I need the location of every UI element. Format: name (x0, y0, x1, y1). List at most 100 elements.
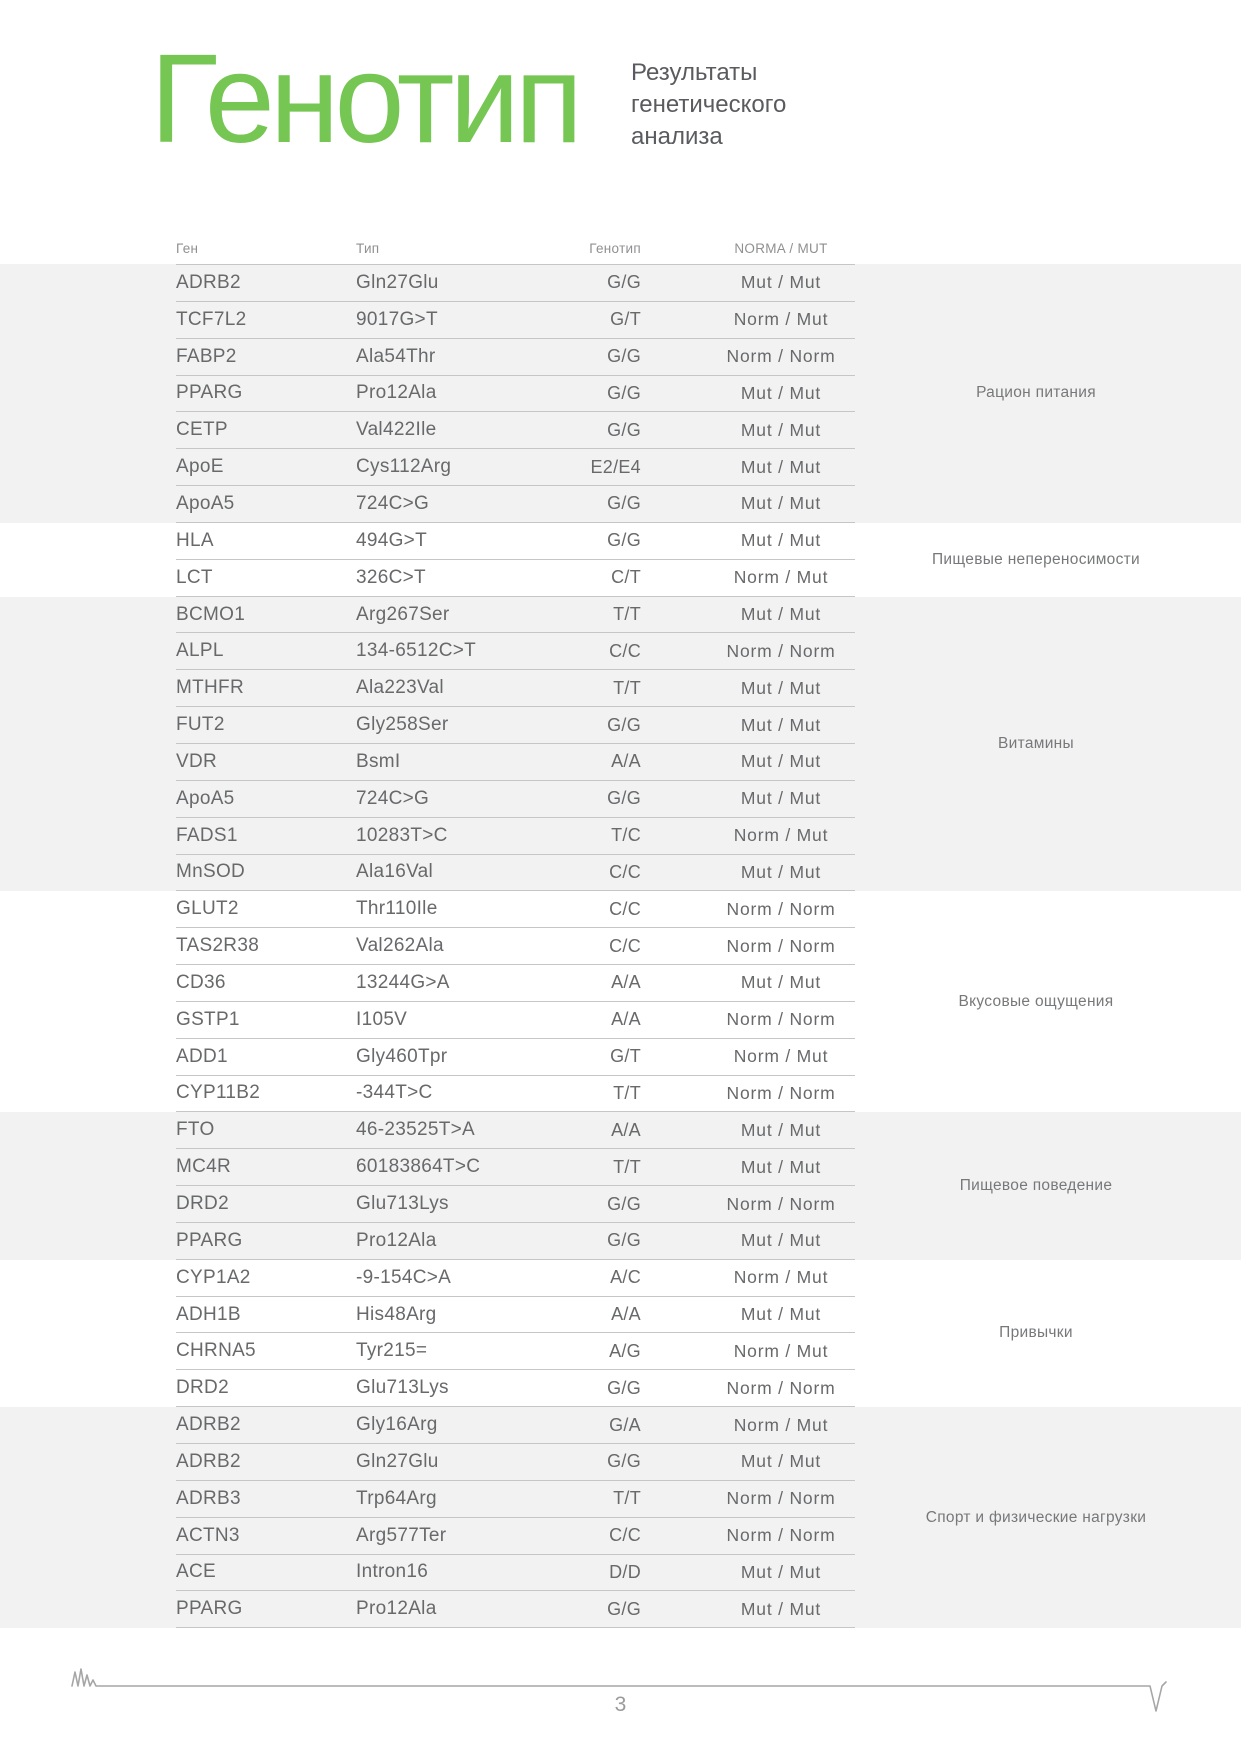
report-subtitle-line: Результаты (631, 59, 758, 86)
variant-type: His48Arg (356, 1303, 437, 1325)
table-row: DRD2 Glu713Lys G/G Norm / Norm (176, 1370, 855, 1408)
gene-name: ADD1 (176, 1045, 228, 1067)
variant-type: Gly460Tpr (356, 1045, 448, 1067)
norma-mut-value: Norm / Mut (733, 567, 829, 588)
norma-mut-value: Norm / Norm (726, 935, 836, 956)
norma-mut-value: Norm / Norm (726, 898, 836, 919)
table-row: GLUT2 Thr110Ile C/C Norm / Norm (176, 891, 855, 929)
genotype-value: G/G (607, 1451, 641, 1472)
gene-name: BCMO1 (176, 603, 246, 625)
category-label: Пищевые непереносимости (931, 550, 1141, 568)
table-row: PPARG Pro12Ala G/G Mut / Mut (176, 1591, 855, 1629)
gene-name: FADS1 (176, 824, 238, 846)
genotype-value: C/C (609, 1525, 641, 1546)
norma-mut-value: Mut / Mut (740, 382, 822, 403)
gene-name: FTO (176, 1119, 215, 1141)
report-subtitle: Результаты генетического анализа (631, 57, 786, 153)
table-row: ALPL 134-6512C>T C/C Norm / Norm (176, 633, 855, 671)
genotype-value: T/C (611, 825, 641, 846)
gene-name: CYP1A2 (176, 1266, 251, 1288)
column-header-norma-mut: NORMA / MUT (734, 241, 828, 256)
gene-name: ACE (176, 1561, 216, 1583)
gene-name: ADRB2 (176, 1414, 241, 1436)
group-rows: ADRB2 Gln27Glu G/G Mut / Mut TCF7L2 9017G>T G/… (176, 264, 855, 523)
genotype-value: G/G (607, 714, 641, 735)
variant-type: I105V (356, 1008, 408, 1030)
norma-mut-value: Mut / Mut (740, 677, 822, 698)
table-row: ApoE Cys112Arg E2/E4 Mut / Mut (176, 449, 855, 487)
gene-category-group: GLUT2 Thr110Ile C/C Norm / Norm TAS2R38 Val26… (0, 891, 1241, 1113)
gene-name: FUT2 (176, 714, 225, 736)
gene-name: ApoE (176, 456, 224, 478)
category-label: Рацион питания (976, 384, 1096, 402)
variant-type: Gly258Ser (356, 714, 449, 736)
table-row: ApoA5 724C>G G/G Mut / Mut (176, 781, 855, 818)
variant-type: Arg267Ser (356, 603, 450, 625)
gene-name: ACTN3 (176, 1524, 240, 1546)
genotype-value: A/A (611, 1009, 641, 1030)
gene-name: ADRB3 (176, 1487, 241, 1509)
norma-mut-value: Mut / Mut (740, 530, 822, 551)
norma-mut-value: Norm / Norm (726, 1525, 836, 1546)
variant-type: BsmI (356, 750, 401, 772)
norma-mut-value: Norm / Norm (726, 640, 836, 661)
gene-name: MTHFR (176, 677, 244, 699)
group-rows: FTO 46-23525T>A A/A Mut / Mut MC4R 60183864T>… (176, 1112, 855, 1260)
category-label: Витамины (998, 734, 1074, 752)
table-row: FUT2 Gly258Ser G/G Mut / Mut (176, 707, 855, 744)
norma-mut-value: Norm / Norm (726, 1082, 836, 1103)
norma-mut-value: Mut / Mut (740, 419, 822, 440)
variant-type: Cys112Arg (356, 456, 452, 478)
norma-mut-value: Mut / Mut (740, 751, 822, 772)
table-row: ADRB2 Gly16Arg G/A Norm / Mut (176, 1407, 855, 1444)
variant-type: Ala223Val (356, 677, 444, 699)
variant-type: Gln27Glu (356, 1450, 439, 1472)
variant-type: Arg577Ter (356, 1524, 447, 1546)
variant-type: 494G>T (356, 529, 427, 551)
genotype-value: G/G (607, 1598, 641, 1619)
gene-name: CYP11B2 (176, 1082, 261, 1104)
genotype-value: C/T (611, 567, 641, 588)
table-row: CHRNA5 Tyr215= A/G Norm / Mut (176, 1333, 855, 1371)
variant-type: Val422Ile (356, 419, 437, 441)
table-row: ApoA5 724C>G G/G Mut / Mut (176, 486, 855, 523)
table-row: ACE Intron16 D/D Mut / Mut (176, 1555, 855, 1592)
norma-mut-value: Norm / Mut (733, 1046, 829, 1067)
norma-mut-value: Mut / Mut (740, 604, 822, 625)
table-row: PPARG Pro12Ala G/G Mut / Mut (176, 376, 855, 413)
group-rows: GLUT2 Thr110Ile C/C Norm / Norm TAS2R38 Val26… (176, 891, 855, 1113)
gene-name: ApoA5 (176, 787, 235, 809)
variant-type: Pro12Ala (356, 1598, 437, 1620)
genotype-value: A/C (610, 1267, 641, 1288)
norma-mut-value: Norm / Mut (733, 825, 829, 846)
column-header-gene: Ген (176, 241, 199, 256)
table-row: FABP2 Ala54Thr G/G Norm / Norm (176, 339, 855, 376)
norma-mut-value: Mut / Mut (740, 1156, 822, 1177)
table-row: ADRB2 Gln27Glu G/G Mut / Mut (176, 265, 855, 302)
genotype-value: C/C (609, 861, 641, 882)
table-row: MTHFR Ala223Val T/T Mut / Mut (176, 670, 855, 708)
gene-name: MnSOD (176, 861, 246, 883)
norma-mut-value: Norm / Mut (733, 1267, 829, 1288)
table-row: PPARG Pro12Ala G/G Mut / Mut (176, 1223, 855, 1260)
column-header-type: Тип (356, 241, 380, 256)
genotype-value: T/T (613, 677, 641, 698)
gene-name: LCT (176, 566, 213, 588)
gene-category-group: HLA 494G>T G/G Mut / Mut LCT 326C>T C/T Norm / … (0, 523, 1241, 597)
norma-mut-value: Norm / Norm (726, 1009, 836, 1030)
variant-type: Ala16Val (356, 861, 434, 883)
gene-name: TCF7L2 (176, 308, 247, 330)
gene-name: CD36 (176, 971, 226, 993)
genotype-value: C/C (609, 898, 641, 919)
table-row: CD36 13244G>A A/A Mut / Mut (176, 965, 855, 1002)
variant-type: 326C>T (356, 566, 426, 588)
variant-type: Tyr215= (356, 1340, 428, 1362)
gene-name: ADRB2 (176, 271, 241, 293)
genotype-value: T/T (613, 604, 641, 625)
gene-name: HLA (176, 529, 214, 551)
results-table-groups: ADRB2 Gln27Glu G/G Mut / Mut TCF7L2 9017G>T G/… (0, 264, 1241, 1629)
genotype-value: G/G (607, 1377, 641, 1398)
gene-name: PPARG (176, 1229, 243, 1251)
genotype-value: G/G (607, 788, 641, 809)
norma-mut-value: Norm / Norm (726, 1193, 836, 1214)
